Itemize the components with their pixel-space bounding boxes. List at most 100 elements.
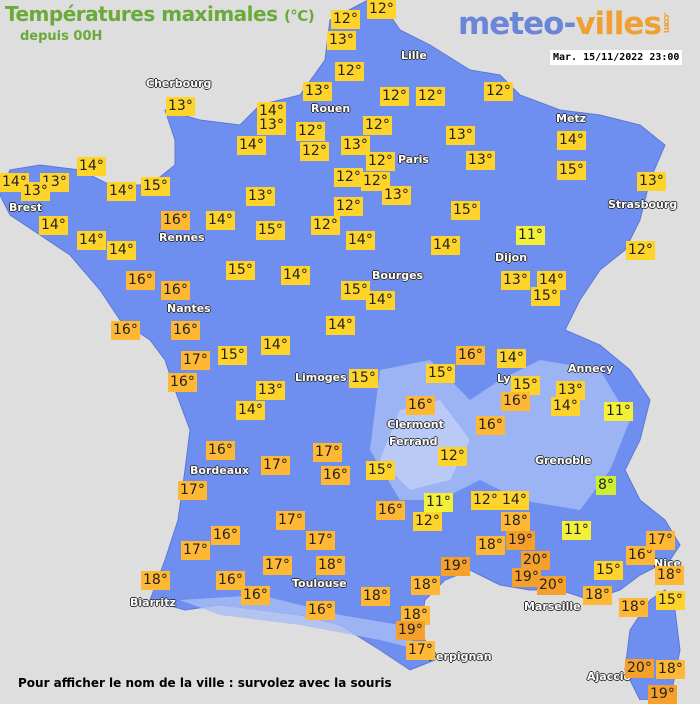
temperature-label[interactable]: 16° bbox=[321, 466, 350, 485]
temperature-label[interactable]: 15° bbox=[511, 376, 540, 395]
temperature-label[interactable]: 12° bbox=[484, 82, 513, 101]
temperature-label[interactable]: 16° bbox=[168, 373, 197, 392]
temperature-label[interactable]: 13° bbox=[257, 116, 286, 135]
temperature-label[interactable]: 15° bbox=[141, 177, 170, 196]
temperature-label[interactable]: 15° bbox=[341, 281, 370, 300]
temperature-label[interactable]: 14° bbox=[281, 266, 310, 285]
temperature-label[interactable]: 16° bbox=[111, 321, 140, 340]
temperature-label[interactable]: 11° bbox=[516, 226, 545, 245]
temperature-label[interactable]: 16° bbox=[161, 211, 190, 230]
temperature-label[interactable]: 18° bbox=[476, 536, 505, 555]
temperature-label[interactable]: 13° bbox=[466, 151, 495, 170]
temperature-label[interactable]: 18° bbox=[501, 512, 530, 531]
temperature-label[interactable]: 12° bbox=[416, 87, 445, 106]
temperature-label[interactable]: 12° bbox=[438, 447, 467, 466]
temperature-label[interactable]: 16° bbox=[216, 571, 245, 590]
temperature-label[interactable]: 20° bbox=[537, 576, 566, 595]
temperature-label[interactable]: 16° bbox=[456, 346, 485, 365]
temperature-label[interactable]: 16° bbox=[501, 392, 530, 411]
temperature-label[interactable]: 14° bbox=[77, 157, 106, 176]
temperature-label[interactable]: 16° bbox=[211, 526, 240, 545]
temperature-label[interactable]: 18° bbox=[141, 571, 170, 590]
temperature-label[interactable]: 14° bbox=[557, 131, 586, 150]
temperature-label[interactable]: 18° bbox=[656, 660, 685, 679]
temperature-label[interactable]: 17° bbox=[181, 541, 210, 560]
temperature-label[interactable]: 13° bbox=[303, 82, 332, 101]
temperature-label[interactable]: 12° bbox=[367, 0, 396, 19]
temperature-label[interactable]: 14° bbox=[366, 291, 395, 310]
temperature-label[interactable]: 16° bbox=[376, 501, 405, 520]
temperature-label[interactable]: 14° bbox=[107, 241, 136, 260]
temperature-label[interactable]: 15° bbox=[531, 287, 560, 306]
temperature-label[interactable]: 12° bbox=[363, 116, 392, 135]
temperature-label[interactable]: 15° bbox=[366, 461, 395, 480]
meteo-villes-logo[interactable]: meteo-villes.com bbox=[458, 6, 671, 42]
temperature-label[interactable]: 14° bbox=[431, 236, 460, 255]
temperature-label[interactable]: 13° bbox=[382, 186, 411, 205]
temperature-label[interactable]: 12° bbox=[380, 87, 409, 106]
temperature-label[interactable]: 16° bbox=[476, 416, 505, 435]
temperature-label[interactable]: 12° bbox=[626, 241, 655, 260]
temperature-label[interactable]: 16° bbox=[171, 321, 200, 340]
temperature-label[interactable]: 16° bbox=[126, 271, 155, 290]
temperature-label[interactable]: 14° bbox=[537, 271, 566, 290]
temperature-label[interactable]: 14° bbox=[326, 316, 355, 335]
temperature-label[interactable]: 13° bbox=[256, 381, 285, 400]
temperature-label[interactable]: 14° bbox=[206, 211, 235, 230]
temperature-label[interactable]: 14° bbox=[39, 216, 68, 235]
temperature-label[interactable]: 17° bbox=[261, 456, 290, 475]
temperature-label[interactable]: 13° bbox=[246, 187, 275, 206]
temperature-label[interactable]: 14° bbox=[236, 401, 265, 420]
temperature-label[interactable]: 12° bbox=[311, 216, 340, 235]
temperature-label[interactable]: 18° bbox=[411, 576, 440, 595]
temperature-label[interactable]: 13° bbox=[166, 97, 195, 116]
temperature-label[interactable]: 17° bbox=[306, 531, 335, 550]
temperature-label[interactable]: 20° bbox=[521, 551, 550, 570]
temperature-label[interactable]: 12° bbox=[334, 197, 363, 216]
temperature-label[interactable]: 17° bbox=[276, 511, 305, 530]
temperature-label[interactable]: 13° bbox=[446, 126, 475, 145]
temperature-label[interactable]: 19° bbox=[512, 568, 541, 587]
temperature-label[interactable]: 16° bbox=[206, 441, 235, 460]
temperature-label[interactable]: 15° bbox=[426, 364, 455, 383]
temperature-label[interactable]: 19° bbox=[396, 621, 425, 640]
temperature-label[interactable]: 15° bbox=[226, 261, 255, 280]
temperature-label[interactable]: 14° bbox=[77, 231, 106, 250]
temperature-label[interactable]: 13° bbox=[637, 172, 666, 191]
temperature-label[interactable]: 15° bbox=[656, 591, 685, 610]
temperature-label[interactable]: 12° bbox=[300, 142, 329, 161]
temperature-label[interactable]: 13° bbox=[21, 182, 50, 201]
temperature-label[interactable]: 18° bbox=[401, 606, 430, 625]
temperature-label[interactable]: 18° bbox=[655, 566, 684, 585]
temperature-label[interactable]: 12° bbox=[335, 62, 364, 81]
temperature-label[interactable]: 17° bbox=[313, 443, 342, 462]
temperature-label[interactable]: 11° bbox=[604, 402, 633, 421]
temperature-label[interactable]: 16° bbox=[626, 546, 655, 565]
temperature-label[interactable]: 15° bbox=[256, 221, 285, 240]
temperature-label[interactable]: 18° bbox=[316, 556, 345, 575]
temperature-label[interactable]: 14° bbox=[500, 491, 529, 510]
temperature-label[interactable]: 17° bbox=[263, 556, 292, 575]
temperature-label[interactable]: 13° bbox=[556, 381, 585, 400]
temperature-label[interactable]: 13° bbox=[327, 31, 356, 50]
temperature-label[interactable]: 12° bbox=[296, 122, 325, 141]
temperature-label[interactable]: 19° bbox=[441, 557, 470, 576]
temperature-label[interactable]: 16° bbox=[241, 586, 270, 605]
temperature-label[interactable]: 14° bbox=[551, 397, 580, 416]
temperature-label[interactable]: 13° bbox=[341, 136, 370, 155]
temperature-label[interactable]: 12° bbox=[413, 512, 442, 531]
temperature-label[interactable]: 16° bbox=[306, 601, 335, 620]
temperature-label[interactable]: 15° bbox=[557, 161, 586, 180]
temperature-label[interactable]: 14° bbox=[497, 349, 526, 368]
temperature-label[interactable]: 14° bbox=[346, 231, 375, 250]
temperature-label[interactable]: 12° bbox=[366, 152, 395, 171]
temperature-label[interactable]: 14° bbox=[237, 136, 266, 155]
temperature-label[interactable]: 19° bbox=[648, 685, 677, 704]
temperature-label[interactable]: 17° bbox=[406, 641, 435, 660]
temperature-label[interactable]: 17° bbox=[181, 351, 210, 370]
temperature-label[interactable]: 15° bbox=[349, 369, 378, 388]
temperature-label[interactable]: 17° bbox=[646, 531, 675, 550]
temperature-label[interactable]: 15° bbox=[451, 201, 480, 220]
temperature-label[interactable]: 12° bbox=[334, 168, 363, 187]
temperature-label[interactable]: 12° bbox=[471, 491, 500, 510]
